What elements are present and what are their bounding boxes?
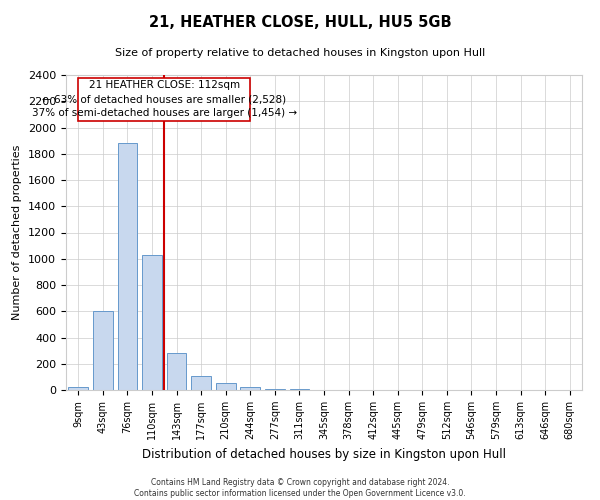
Bar bbox=[191, 376, 211, 390]
Bar bbox=[142, 255, 162, 390]
Bar bbox=[93, 311, 113, 390]
FancyBboxPatch shape bbox=[78, 78, 250, 121]
Text: Contains HM Land Registry data © Crown copyright and database right 2024.
Contai: Contains HM Land Registry data © Crown c… bbox=[134, 478, 466, 498]
Bar bbox=[167, 353, 187, 390]
X-axis label: Distribution of detached houses by size in Kingston upon Hull: Distribution of detached houses by size … bbox=[142, 448, 506, 460]
Bar bbox=[241, 386, 260, 390]
Text: 21, HEATHER CLOSE, HULL, HU5 5GB: 21, HEATHER CLOSE, HULL, HU5 5GB bbox=[149, 15, 451, 30]
Text: 21 HEATHER CLOSE: 112sqm
← 63% of detached houses are smaller (2,528)
37% of sem: 21 HEATHER CLOSE: 112sqm ← 63% of detach… bbox=[32, 80, 297, 118]
Y-axis label: Number of detached properties: Number of detached properties bbox=[13, 145, 22, 320]
Bar bbox=[216, 384, 236, 390]
Text: Size of property relative to detached houses in Kingston upon Hull: Size of property relative to detached ho… bbox=[115, 48, 485, 58]
Bar bbox=[265, 389, 284, 390]
Bar bbox=[118, 143, 137, 390]
Bar bbox=[68, 388, 88, 390]
